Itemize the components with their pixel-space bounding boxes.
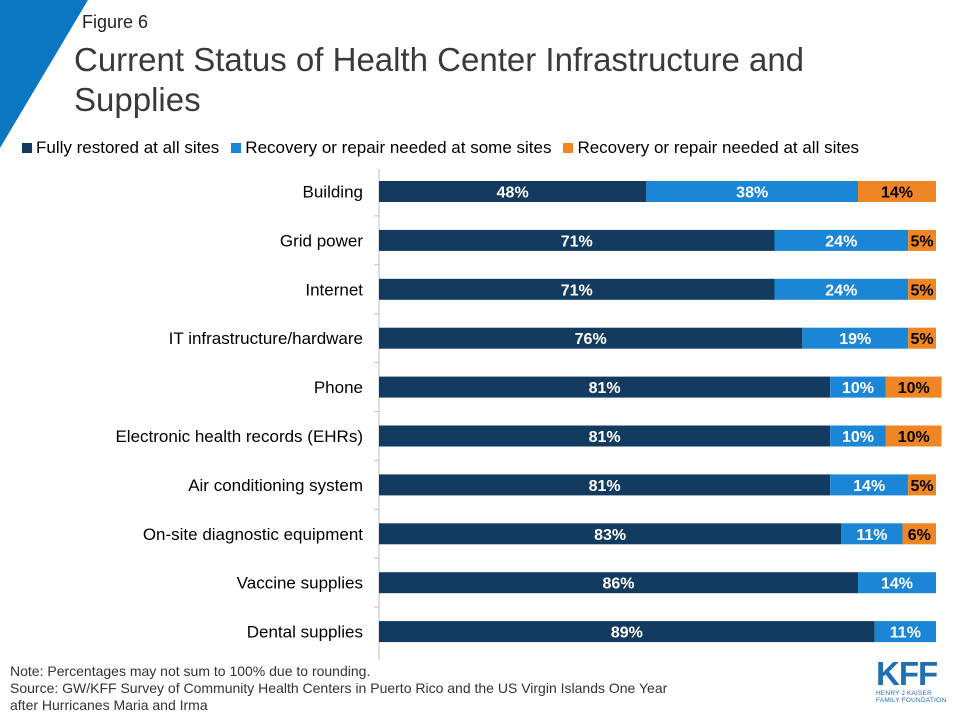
data-label: 24%	[825, 233, 857, 250]
legend-item-repair-some-sites: Recovery or repair needed at some sites	[231, 138, 551, 158]
legend-label: Recovery or repair needed at all sites	[577, 138, 860, 157]
bar-segment	[858, 181, 936, 202]
figure-label: Figure 6	[82, 12, 149, 32]
bar-segment	[902, 523, 936, 545]
data-label: 24%	[825, 282, 857, 299]
bar-segment	[830, 376, 886, 398]
bar-segment	[379, 523, 842, 545]
bar-segment	[379, 425, 831, 447]
data-label: 71%	[561, 282, 593, 299]
category-label: Vaccine supplies	[237, 574, 363, 593]
category-label: Electronic health records (EHRs)	[115, 427, 363, 446]
bar-segment	[885, 425, 942, 447]
data-label: 38%	[736, 185, 768, 202]
data-label: 10%	[898, 429, 930, 446]
data-label: 10%	[898, 380, 930, 397]
data-label: 5%	[911, 282, 934, 299]
bar-segment	[774, 229, 909, 251]
data-label: 86%	[602, 576, 634, 593]
data-label: 14%	[853, 478, 885, 495]
data-label: 5%	[911, 233, 934, 250]
kff-logo: KFF HENRY J KAISER FAMILY FOUNDATION	[876, 655, 948, 704]
legend-label: Recovery or repair needed at some sites	[245, 138, 552, 157]
legend-swatch	[231, 143, 242, 153]
bar-segment	[908, 474, 936, 496]
data-label: 48%	[497, 185, 529, 202]
bar-segment	[646, 181, 859, 202]
logo-text-line: HENRY J KAISER	[876, 690, 933, 697]
data-label: 14%	[881, 576, 913, 593]
note-line: Note: Percentages may not sum to 100% du…	[10, 663, 371, 679]
data-label: 11%	[856, 527, 887, 544]
chart-title: Current Status of Health Center Infrastr…	[74, 41, 805, 118]
source-line-continued: after Hurricanes Maria and Irma	[10, 697, 208, 713]
category-label: On-site diagnostic equipment	[143, 525, 363, 544]
data-label: 14%	[881, 185, 913, 202]
bar-segment	[908, 327, 936, 349]
data-label: 5%	[911, 331, 934, 348]
bar-segment	[858, 572, 936, 594]
bar-segment	[874, 621, 936, 643]
data-label: 76%	[575, 331, 607, 348]
category-label: Building	[303, 183, 364, 202]
data-label: 5%	[911, 478, 934, 495]
bar-segment	[379, 229, 775, 251]
bar-segment	[379, 474, 831, 496]
bar-segment	[379, 181, 647, 202]
category-label: Air conditioning system	[188, 476, 363, 495]
bar-segment	[830, 425, 886, 447]
category-label: Grid power	[280, 231, 363, 250]
bar-segment	[379, 278, 775, 300]
bar-segment	[379, 376, 831, 398]
bar-segment	[885, 376, 942, 398]
legend-swatch	[563, 143, 574, 153]
logo-text-line: FAMILY FOUNDATION	[876, 697, 947, 704]
bar-segment	[802, 327, 909, 349]
data-label: 11%	[890, 625, 921, 642]
legend: Fully restored at all sites Recovery or …	[22, 138, 859, 158]
data-label: 19%	[839, 331, 871, 348]
bar-segment	[379, 621, 875, 643]
corner-accent-shape	[0, 0, 88, 148]
legend-item-fully-restored: Fully restored at all sites	[22, 138, 219, 158]
data-label: 81%	[589, 380, 621, 397]
legend-item-repair-all-sites: Recovery or repair needed at all sites	[563, 138, 859, 158]
bar-segment	[379, 572, 859, 594]
stacked-bar-chart: Building 48% 38% 14% Grid power 71% 24% 5% Inter…	[115, 169, 942, 660]
category-label: IT infrastructure/hardware	[169, 329, 363, 348]
source-line: Source: GW/KFF Survey of Community Healt…	[10, 680, 668, 696]
footnote: Note: Percentages may not sum to 100% du…	[10, 663, 667, 714]
data-label: 83%	[594, 527, 626, 544]
category-label: Dental supplies	[247, 623, 363, 642]
data-label: 10%	[842, 429, 874, 446]
data-label: 81%	[589, 429, 621, 446]
bar-segment	[908, 278, 936, 300]
data-label: 71%	[561, 233, 593, 250]
data-label: 10%	[842, 380, 874, 397]
bar-segment	[830, 474, 909, 496]
category-label: Internet	[305, 280, 363, 299]
category-label: Phone	[314, 378, 363, 397]
bar-segment	[379, 327, 803, 349]
data-label: 89%	[611, 625, 643, 642]
legend-label: Fully restored at all sites	[36, 138, 220, 157]
data-label: 6%	[908, 527, 931, 544]
bar-segment	[841, 523, 903, 545]
bar-segment	[774, 278, 909, 300]
logo-mark: KFF	[876, 655, 938, 692]
logo-text: HENRY J KAISER FAMILY FOUNDATION	[876, 690, 948, 704]
bar-segment	[908, 229, 936, 251]
data-label: 81%	[589, 478, 621, 495]
legend-swatch	[22, 143, 32, 153]
